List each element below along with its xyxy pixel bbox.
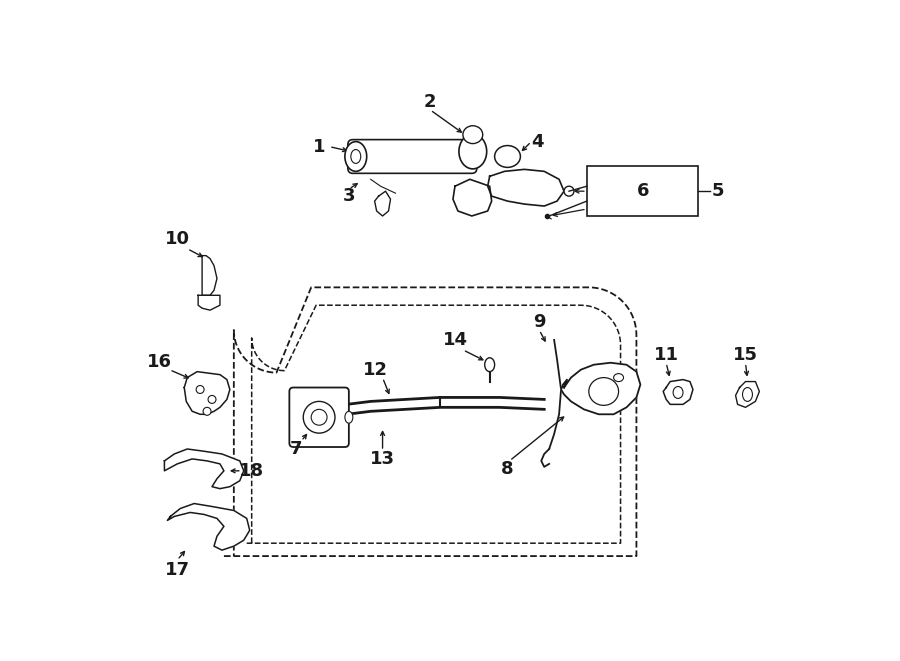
Ellipse shape: [589, 377, 618, 405]
Text: 5: 5: [712, 182, 724, 200]
Ellipse shape: [463, 126, 482, 143]
Ellipse shape: [742, 387, 752, 401]
Circle shape: [203, 407, 211, 415]
Polygon shape: [198, 295, 220, 310]
Text: 16: 16: [147, 353, 172, 371]
Ellipse shape: [673, 387, 683, 399]
Circle shape: [208, 395, 216, 403]
Text: 17: 17: [165, 561, 190, 579]
Polygon shape: [561, 363, 641, 414]
Text: 15: 15: [733, 346, 758, 364]
Ellipse shape: [564, 186, 574, 196]
Ellipse shape: [495, 145, 520, 167]
Polygon shape: [202, 256, 217, 295]
Polygon shape: [735, 381, 760, 407]
Circle shape: [196, 385, 204, 393]
Polygon shape: [165, 449, 244, 488]
FancyBboxPatch shape: [290, 387, 349, 447]
Text: 11: 11: [653, 346, 679, 364]
Polygon shape: [453, 179, 491, 216]
Polygon shape: [184, 371, 230, 414]
Ellipse shape: [614, 373, 624, 381]
Bar: [587, 167, 698, 216]
Text: 8: 8: [501, 460, 514, 478]
Text: 7: 7: [290, 440, 302, 458]
Ellipse shape: [485, 358, 495, 371]
Circle shape: [311, 409, 327, 425]
Text: 9: 9: [533, 313, 545, 331]
Circle shape: [303, 401, 335, 433]
Polygon shape: [663, 379, 693, 405]
Text: 13: 13: [370, 450, 395, 468]
Text: 10: 10: [165, 230, 190, 248]
Text: 6: 6: [637, 182, 650, 200]
Polygon shape: [374, 191, 391, 216]
Polygon shape: [488, 169, 564, 206]
Text: 1: 1: [313, 137, 326, 155]
Ellipse shape: [351, 149, 361, 163]
Text: 18: 18: [239, 462, 265, 480]
Text: 4: 4: [531, 133, 544, 151]
Ellipse shape: [345, 141, 366, 171]
Ellipse shape: [459, 134, 487, 169]
Polygon shape: [167, 504, 249, 550]
Text: 14: 14: [443, 331, 467, 349]
Text: 2: 2: [424, 93, 436, 111]
Text: 12: 12: [363, 361, 388, 379]
FancyBboxPatch shape: [348, 139, 477, 173]
Ellipse shape: [345, 411, 353, 423]
Text: 3: 3: [343, 187, 356, 205]
